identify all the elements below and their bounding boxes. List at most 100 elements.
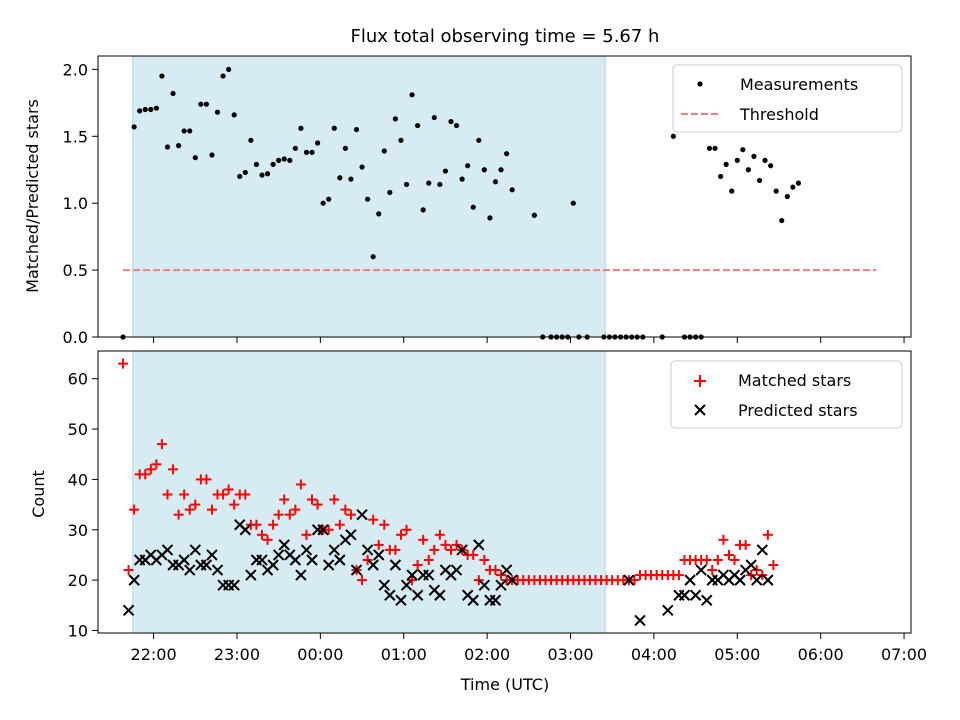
predicted-star-point: [450, 564, 463, 576]
predicted-star-point: [751, 574, 763, 586]
matched-star-point: [368, 514, 379, 525]
measurement-point: [773, 188, 779, 194]
predicted-star-point: [206, 549, 218, 561]
predicted-star-point: [389, 559, 402, 571]
chart-title: Flux total observing time = 5.67 h: [351, 26, 660, 47]
measurement-point: [342, 145, 348, 151]
matched-star-point: [156, 439, 167, 450]
measurement-point: [768, 163, 774, 169]
x-tick-label: 07:00: [881, 645, 927, 664]
predicted-star-point: [695, 564, 707, 576]
measurement-point: [320, 200, 326, 206]
measurement-point: [509, 187, 515, 193]
measurement-point: [718, 173, 724, 180]
matched-star-point: [762, 529, 773, 540]
predicted-star-point: [356, 508, 368, 521]
measurement-point: [381, 148, 387, 154]
predicted-star-point: [734, 574, 746, 586]
matched-star-point: [718, 534, 729, 545]
matched-star-point: [251, 519, 262, 530]
predicted-star-point: [762, 574, 774, 586]
matched-star-point: [273, 509, 284, 520]
measurement-point: [426, 180, 432, 186]
predicted-star-point: [367, 559, 379, 571]
matched-star-point: [429, 544, 440, 555]
legend-threshold-label: Threshold: [739, 105, 819, 124]
measurement-point: [387, 189, 393, 196]
matched-star-point: [240, 489, 251, 500]
matched-star-point: [118, 358, 129, 369]
matched-star-point: [451, 539, 462, 550]
matched-star-point: [418, 534, 429, 545]
measurement-point: [409, 92, 415, 98]
bottom-panel-frame: [97, 350, 912, 634]
legend-matched-label: Matched stars: [738, 371, 851, 390]
predicted-star-point: [373, 549, 385, 561]
matched-star-point: [440, 539, 451, 550]
y-tick-label: 10: [68, 621, 88, 640]
measurement-point: [237, 173, 243, 180]
predicted-star-point: [361, 544, 374, 556]
measurement-point: [706, 145, 713, 151]
matched-star-point: [256, 529, 267, 540]
measurement-point: [298, 125, 304, 131]
bottom-legend: Matched stars Predicted stars: [670, 360, 903, 429]
matched-star-point: [223, 484, 234, 495]
x-tick-label: 04:00: [631, 645, 677, 664]
matched-star-point: [712, 554, 723, 565]
measurement-point: [309, 149, 315, 155]
bottom-panel-marks: [118, 358, 779, 627]
measurement-point: [159, 73, 165, 79]
matched-star-point: [151, 459, 162, 470]
measurement-point: [670, 133, 676, 139]
matched-star-point: [707, 565, 718, 576]
matched-star-point: [229, 499, 240, 510]
measurement-point: [187, 128, 193, 134]
predicted-star-point: [473, 539, 485, 551]
matched-star-point: [496, 570, 507, 581]
matched-star-point: [362, 554, 373, 565]
measurement-point: [723, 161, 729, 167]
predicted-star-point: [406, 569, 418, 581]
matched-star-point: [301, 529, 312, 540]
measurement-point: [270, 161, 276, 167]
bottom-panel: 10 20 30 40 50 60 22:00 23:00 00:00 01:00 02:00 03…: [29, 350, 927, 664]
matched-star-point: [407, 575, 418, 586]
predicted-star-point: [345, 529, 357, 541]
bottom-y-ticks: 10 20 30 40 50 60: [68, 370, 98, 640]
predicted-star-point: [161, 544, 174, 556]
measurement-point: [442, 168, 449, 174]
measurement-point: [459, 176, 465, 182]
y-tick-label: 50: [68, 420, 88, 439]
measurement-point: [470, 204, 476, 210]
measurement-point: [292, 145, 298, 151]
measurement-point: [331, 125, 337, 131]
matched-star-point: [629, 575, 640, 586]
x-tick-label: 00:00: [297, 645, 343, 664]
y-tick-label: 2.0: [63, 60, 88, 79]
matched-star-point: [268, 519, 279, 530]
matched-star-point: [201, 474, 212, 485]
measurement-point: [214, 109, 221, 115]
x-tick-label: 22:00: [131, 645, 177, 664]
legend-measurements-label: Measurements: [740, 75, 858, 94]
measurement-point: [281, 156, 287, 162]
matched-star-point: [740, 539, 751, 550]
measurement-point: [259, 172, 265, 178]
measurement-point: [337, 175, 343, 181]
measurement-point: [226, 66, 232, 72]
predicted-star-point: [634, 614, 646, 627]
measurement-point: [142, 106, 148, 113]
predicted-star-point: [706, 574, 718, 586]
measurement-point: [248, 137, 254, 143]
predicted-star-point: [684, 574, 696, 586]
measurement-point: [487, 215, 493, 221]
measurement-point: [264, 171, 271, 177]
predicted-star-point: [211, 564, 224, 576]
x-tick-label: 02:00: [464, 645, 510, 664]
matched-star-point: [290, 504, 301, 515]
matched-star-point: [279, 494, 290, 505]
matched-star-point: [129, 504, 140, 515]
predicted-star-point: [245, 569, 257, 581]
